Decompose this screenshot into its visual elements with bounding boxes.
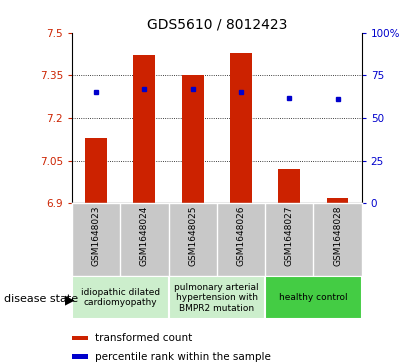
Text: GSM1648023: GSM1648023	[92, 205, 101, 266]
Bar	[265, 276, 362, 319]
Text: percentile rank within the sample: percentile rank within the sample	[95, 352, 271, 362]
Text: GSM1648024: GSM1648024	[140, 205, 149, 266]
Bar	[72, 354, 88, 359]
Bar	[85, 138, 107, 203]
Text: GSM1648025: GSM1648025	[188, 205, 197, 266]
Title: GDS5610 / 8012423: GDS5610 / 8012423	[147, 17, 287, 32]
Bar	[72, 276, 169, 319]
Text: GSM1648026: GSM1648026	[236, 205, 245, 266]
Bar	[72, 335, 88, 340]
Text: GSM1648027: GSM1648027	[285, 205, 294, 266]
Text: pulmonary arterial
hypertension with
BMPR2 mutation: pulmonary arterial hypertension with BMP…	[175, 283, 259, 313]
Bar	[230, 53, 252, 203]
Bar	[169, 276, 265, 319]
Text: transformed count: transformed count	[95, 333, 192, 343]
Text: ▶: ▶	[65, 293, 74, 306]
Bar	[134, 56, 155, 203]
Text: disease state: disease state	[4, 294, 78, 305]
Text: GSM1648028: GSM1648028	[333, 205, 342, 266]
Text: healthy control: healthy control	[279, 293, 348, 302]
Bar	[182, 76, 203, 203]
Text: idiopathic dilated
cardiomyopathy: idiopathic dilated cardiomyopathy	[81, 288, 160, 307]
Bar	[327, 197, 349, 203]
Bar	[278, 169, 300, 203]
